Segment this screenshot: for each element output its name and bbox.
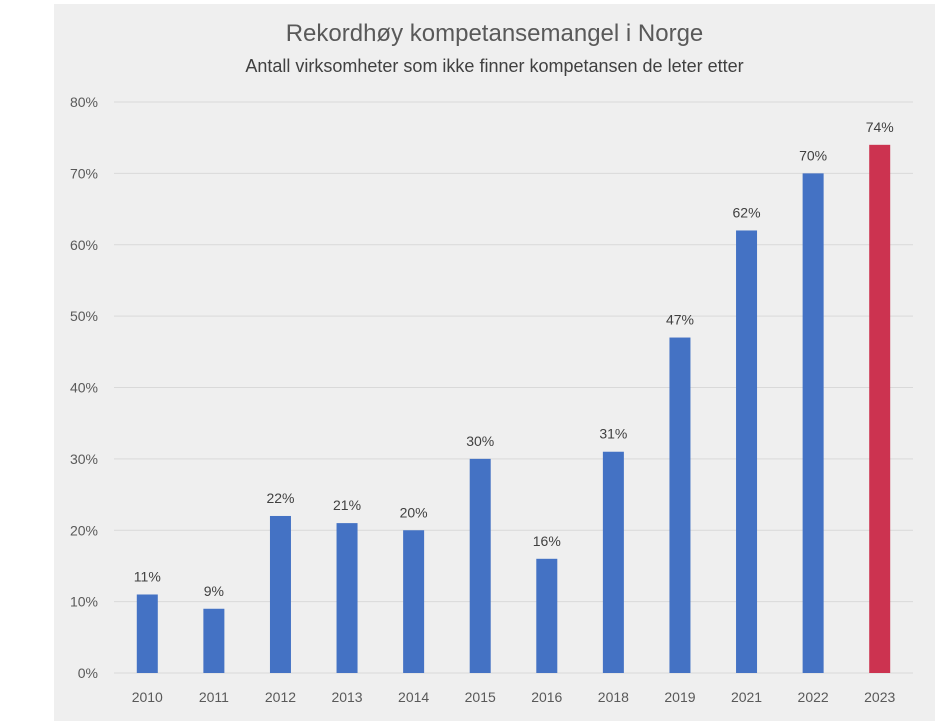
data-label-2021: 62% [733,204,761,220]
bar-2012 [269,515,291,673]
x-tick-label-2018: 2018 [598,689,629,705]
data-label-2022: 70% [799,147,827,163]
chart-title: Rekordhøy kompetansemangel i Norge [285,20,704,47]
x-tick-label-2012: 2012 [265,689,296,705]
chart-panel: Rekordhøy kompetansemangel i Norge Antal… [54,4,935,721]
data-label-2012: 22% [266,490,294,506]
x-tick-label-2011: 2011 [199,689,229,705]
x-tick-label-2015: 2015 [465,689,496,705]
bar-2015 [469,458,491,673]
bar-2013 [336,523,358,673]
data-label-2018: 31% [599,426,627,442]
y-tick-label: 70% [70,165,98,181]
gridlines [114,101,913,674]
y-axis-tick-labels: 0% 10% 20% 30% 40% 50% 60% 70% 80% [70,94,98,681]
bar-2010 [136,594,158,673]
bar-2021 [736,230,758,673]
bar-chart: 0% 10% 20% 30% 40% 50% 60% 70% 80% 11% 9% 22% 21% 20… [70,94,913,705]
y-tick-label: 80% [70,94,98,110]
bar-2019 [669,337,691,673]
y-tick-label: 50% [70,308,98,324]
x-tick-label-2014: 2014 [398,689,429,705]
y-tick-label: 30% [70,451,98,467]
y-tick-label: 20% [70,522,98,538]
x-tick-label-2016: 2016 [531,689,562,705]
data-label-2014: 20% [400,504,428,520]
bar-2016 [536,558,558,673]
y-tick-label: 10% [70,594,98,610]
bars [136,144,891,673]
y-tick-label: 0% [78,665,98,681]
data-label-2010: 11% [134,568,161,584]
x-tick-label-2019: 2019 [664,689,695,705]
data-label-2016: 16% [533,533,561,549]
bar-2011 [203,608,225,673]
data-labels: 11% 9% 22% 21% 20% 30% 16% 31% 47% 62% 70% 74% [134,119,894,599]
chart-subtitle: Antall virksomheter som ikke finner komp… [245,56,744,76]
x-tick-label-2021: 2021 [731,689,762,705]
x-tick-label-2022: 2022 [798,689,829,705]
x-tick-label-2010: 2010 [132,689,163,705]
bar-2018 [602,451,624,673]
data-label-2015: 30% [466,433,494,449]
x-axis-tick-labels: 2010 2011 2012 2013 2014 2015 2016 2018 2019 2021… [132,689,896,705]
x-tick-label-2013: 2013 [331,689,362,705]
data-label-2019: 47% [666,312,694,328]
bar-2023 [869,144,891,673]
data-label-2011: 9% [204,583,224,599]
bar-2022 [802,173,824,673]
y-tick-label: 40% [70,380,98,396]
x-tick-label-2023: 2023 [864,689,895,705]
data-label-2013: 21% [333,497,361,513]
y-tick-label: 60% [70,237,98,253]
data-label-2023: 74% [866,119,894,135]
bar-2014 [403,530,425,673]
